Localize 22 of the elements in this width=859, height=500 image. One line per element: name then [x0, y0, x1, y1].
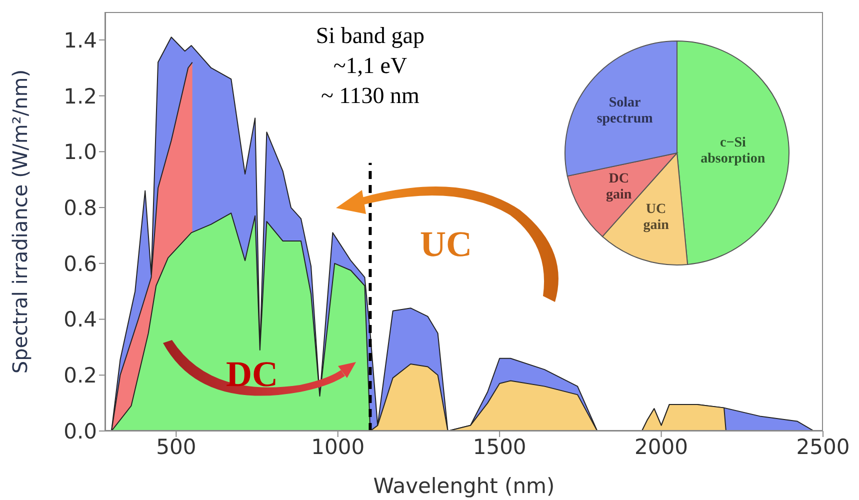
x-tick-label: 2500 — [796, 434, 850, 459]
annotation: UC — [420, 224, 472, 264]
slice-label: Solar spectrum — [596, 95, 654, 126]
slice-label: c−Si absorption — [700, 134, 766, 166]
y-tick-label: 0.0 — [64, 419, 97, 444]
x-tick-label: 500 — [156, 434, 196, 459]
x-axis-title: Wavelenght (nm) — [373, 474, 555, 498]
slice-label: DC gain — [606, 171, 632, 202]
y-tick-label: 1.2 — [64, 84, 97, 108]
x-tick-label: 2000 — [634, 434, 688, 459]
annotation: DC — [226, 354, 278, 394]
y-tick-label: 0.4 — [64, 308, 97, 332]
y-tick-label: 0.2 — [64, 364, 97, 388]
y-tick-label: 1.0 — [64, 140, 97, 164]
x-tick-label: 1500 — [472, 434, 526, 459]
slice-label: UC gain — [643, 201, 670, 232]
x-tick-label: 1000 — [311, 434, 365, 459]
ref-line-label: Si band gap ~1,1 eV ~ 1130 nm — [316, 22, 425, 108]
y-tick-label: 0.6 — [64, 252, 97, 276]
y-tick-label: 0.8 — [64, 196, 97, 220]
y-axis-title: Spectral irradiance (W/m²/nm) — [8, 69, 32, 374]
y-tick-label: 1.4 — [64, 28, 97, 52]
